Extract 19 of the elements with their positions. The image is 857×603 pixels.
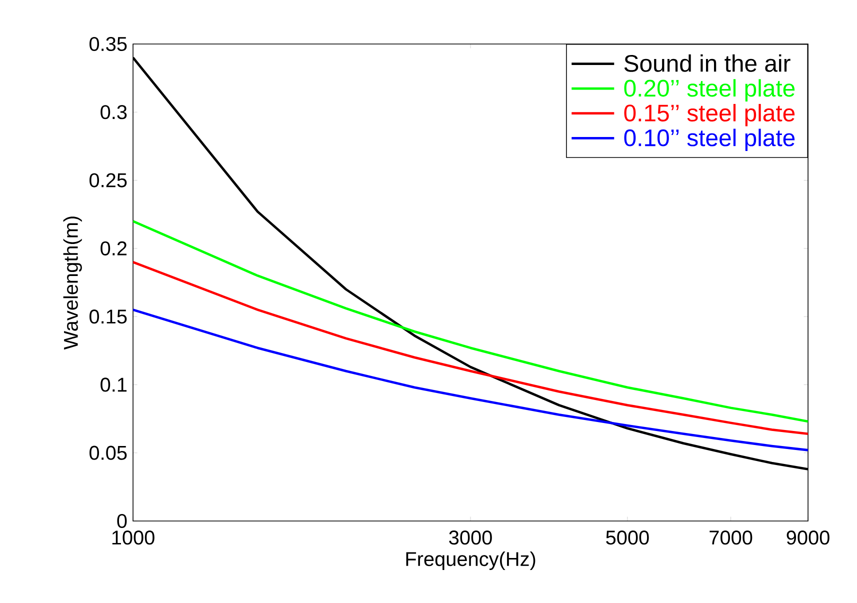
y-tick-label: 0.15 <box>90 310 127 324</box>
y-tick-label: 0.05 <box>90 446 127 460</box>
x-tick-label: 3000 <box>449 530 492 545</box>
legend-label: Sound in the air <box>624 54 790 72</box>
legend-label: 0.20’’ steel plate <box>624 79 795 102</box>
y-tick-label: 0.2 <box>100 241 127 256</box>
y-tick-label: 0.1 <box>100 378 127 392</box>
x-tick-label: 1000 <box>112 530 154 545</box>
y-tick-label: 0.25 <box>90 173 127 188</box>
x-tick-label: 5000 <box>606 530 649 545</box>
y-tick-label: 0.35 <box>90 36 127 52</box>
x-axis-title: Frequency(Hz) <box>406 551 536 570</box>
y-axis-title: Wavelength(m) <box>63 216 82 350</box>
y-tick-label: 0.3 <box>100 105 127 120</box>
y-tick-label: 0 <box>117 514 127 528</box>
x-tick-label: 7000 <box>710 530 752 545</box>
legend-label: 0.15’’ steel plate <box>624 104 795 126</box>
legend-label: 0.10’’ steel plate <box>624 128 795 152</box>
x-tick-label: 9000 <box>786 530 830 545</box>
